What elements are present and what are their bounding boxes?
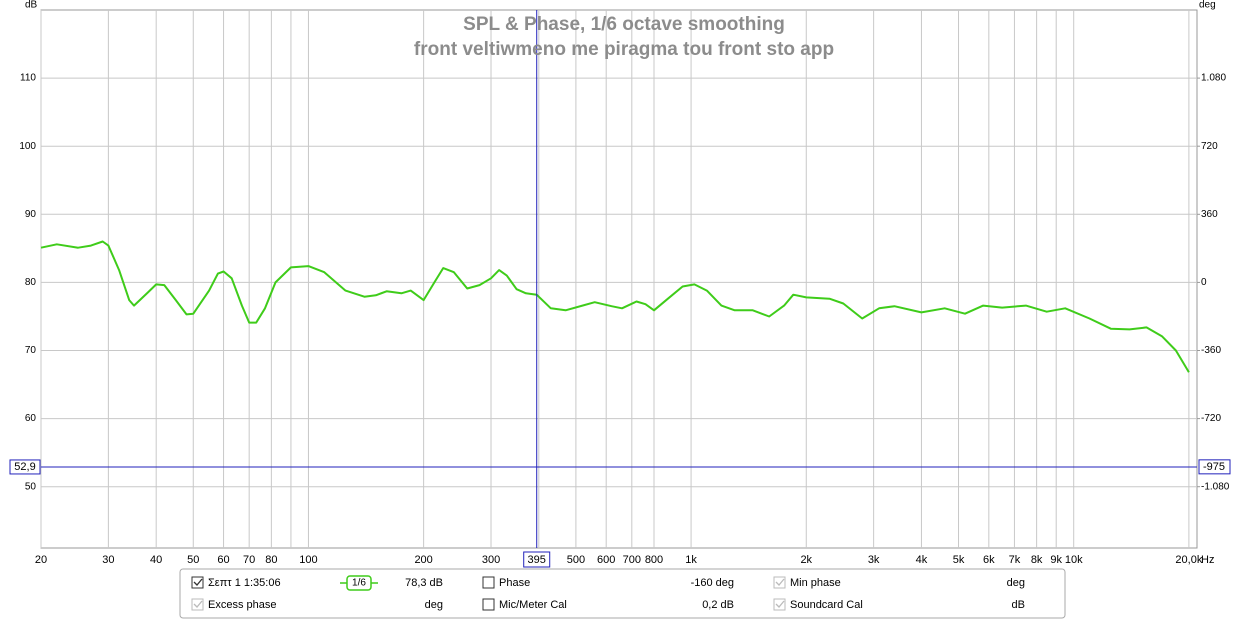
- plot-frame: [40, 9, 1198, 549]
- x-tick-label: 4k: [916, 554, 928, 566]
- control-readout: deg: [425, 599, 443, 611]
- y-unit: dB: [25, 0, 38, 11]
- checkbox: [191, 598, 204, 611]
- y2-cursor-label: -975: [1203, 461, 1225, 473]
- y2-tick-label: -1.080: [1201, 481, 1230, 492]
- x-tick-label: 1k: [685, 554, 697, 566]
- x-tick-label: 50: [187, 554, 199, 566]
- smoothing-label: 1/6: [352, 578, 366, 589]
- marks: [40, 10, 1197, 548]
- y-cursor-label: 52,9: [14, 461, 35, 473]
- smoothing-badge[interactable]: [346, 575, 372, 591]
- y2-tick-label: -360: [1201, 345, 1221, 356]
- x-tick-label: 700: [623, 554, 641, 566]
- y2-tick-label: 0: [1201, 277, 1207, 288]
- y-tick-label: 90: [25, 209, 37, 220]
- y2-tick-label: 1.080: [1201, 73, 1226, 84]
- x-tick-label: 7k: [1009, 554, 1021, 566]
- control-label: Excess phase: [208, 599, 276, 611]
- x-tick-label: 100: [299, 554, 317, 566]
- y-tick-label: 70: [25, 345, 37, 356]
- controls: Phase -160 deg Min phase deg Excess phase deg…: [191, 576, 1025, 611]
- y2-cursor-box: [1198, 459, 1231, 475]
- check-mark: [775, 600, 785, 608]
- series-checkbox[interactable]: [191, 576, 204, 589]
- x-tick-label: 300: [482, 554, 500, 566]
- checkbox[interactable]: [482, 598, 495, 611]
- chart-title: SPL & Phase, 1/6 octave smoothing: [463, 14, 785, 35]
- x-tick-label: 40: [150, 554, 162, 566]
- y2-unit: deg: [1199, 0, 1216, 11]
- x-tick-label: 5k: [953, 554, 965, 566]
- x-unit: Hz: [1201, 554, 1214, 566]
- control-label: Phase: [499, 577, 530, 589]
- x-tick-label: 20: [35, 554, 47, 566]
- y-tick-label: 50: [25, 481, 37, 492]
- y-tick-label: 100: [19, 141, 36, 152]
- x-tick-label: 60: [217, 554, 229, 566]
- control-readout: 0,2 dB: [702, 599, 734, 611]
- checkbox[interactable]: [482, 576, 495, 589]
- x-tick-label: 200: [414, 554, 432, 566]
- x-tick-label: 2k: [800, 554, 812, 566]
- y2-tick-label: 360: [1201, 209, 1218, 220]
- grid: [40, 10, 1200, 548]
- x-tick-label: 30: [102, 554, 114, 566]
- y2-tick-label: 720: [1201, 141, 1218, 152]
- checkbox: [773, 576, 786, 589]
- check-mark: [775, 578, 785, 586]
- x-tick-label: 10k: [1065, 554, 1083, 566]
- control-label: Min phase: [790, 577, 841, 589]
- series-name: Σεπτ 1 1:35:06: [208, 577, 281, 589]
- legend-panel: [179, 568, 1066, 619]
- control-readout: -160 deg: [691, 577, 734, 589]
- x-tick-label: 9k: [1050, 554, 1062, 566]
- x-cursor-box: [523, 551, 551, 568]
- x-tick-label: 500: [567, 554, 585, 566]
- spl-line: [40, 240, 1190, 373]
- y-cursor-box: [9, 459, 41, 475]
- y-tick-label: 60: [25, 413, 37, 424]
- x-tick-label: 600: [597, 554, 615, 566]
- x-cursor-label: 395: [528, 554, 546, 566]
- x-tick-label: 800: [645, 554, 663, 566]
- x-tick-label: 8k: [1031, 554, 1043, 566]
- series-readout: 78,3 dB: [405, 577, 443, 589]
- check-mark: [193, 600, 203, 608]
- chart-subtitle: front veltiwmeno me piragma tou front st…: [414, 39, 834, 60]
- y2-tick-label: -720: [1201, 413, 1221, 424]
- checkbox: [773, 598, 786, 611]
- x-tick-label: 70: [243, 554, 255, 566]
- control-readout: dB: [1012, 599, 1025, 611]
- x-tick-label: 80: [265, 554, 277, 566]
- x-tick-label: 3k: [868, 554, 880, 566]
- control-label: Mic/Meter Cal: [499, 599, 567, 611]
- x-tick-label: 20,0k: [1175, 554, 1202, 566]
- y-tick-label: 80: [25, 277, 37, 288]
- check-mark: [193, 578, 203, 586]
- y-tick-label: 110: [20, 73, 36, 84]
- control-readout: deg: [1007, 577, 1025, 589]
- x-tick-label: 6k: [983, 554, 995, 566]
- control-label: Soundcard Cal: [790, 599, 863, 611]
